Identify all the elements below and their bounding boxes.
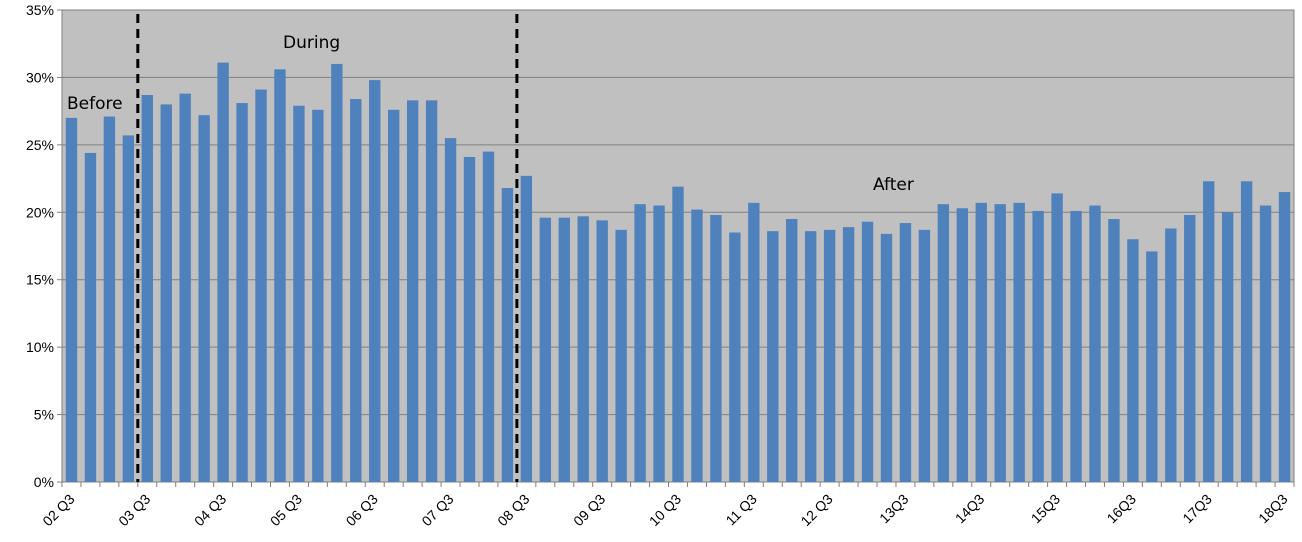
bar [369,80,381,482]
period-dividers [136,14,519,482]
bar [1146,251,1158,482]
bar [425,100,438,483]
bar [274,69,286,482]
bar [1108,219,1120,482]
bar [444,138,457,482]
x-tick-label: 03 Q3 [115,491,153,529]
bar [217,62,229,482]
x-tick-label: 18Q3 [1255,491,1291,527]
bar [634,204,646,483]
x-tick-label: 12 Q3 [797,491,835,529]
bar [653,205,665,483]
bar [388,109,400,483]
bar [406,100,419,483]
x-axis: 02 Q3 03 Q3 04 Q3 05 Q3 06 Q3 07 Q3 08 Q3 09 Q3… [39,482,1295,529]
bar [786,219,798,482]
y-tick-label: 0% [34,474,54,490]
annotation-after: After [873,175,914,195]
bar [577,216,589,482]
x-tick-label: 02 Q3 [39,491,77,529]
x-tick-label: 09 Q3 [570,491,608,529]
y-tick-label: 10% [26,339,54,355]
x-tick-label: 17Q3 [1179,491,1215,527]
bar [65,117,78,482]
bar [236,103,248,483]
bar [918,229,931,482]
bar [482,151,495,482]
x-tick-label: 06 Q3 [343,491,381,529]
x-tick-label: 15Q3 [1028,491,1064,527]
bar [956,208,968,483]
bar [748,202,760,483]
x-tick-label: 05 Q3 [267,491,305,529]
bar [1089,205,1101,483]
annotation-before: Before [67,94,123,114]
bar [255,89,267,483]
bar [1070,210,1082,483]
bar [293,105,305,483]
bar [179,93,191,483]
x-tick-label: 07 Q3 [418,491,456,529]
bar [880,233,893,482]
y-tick-label: 15% [26,272,54,288]
bar [767,231,779,482]
bar [672,186,684,483]
y-axis: 0% 5% 10% 15% 20% 25% 30% 35% [26,2,62,490]
bar [141,94,153,483]
bar [975,202,987,483]
bar [1127,239,1139,482]
bar [937,204,950,483]
bar [596,220,608,482]
bar [84,152,97,482]
bar [1203,181,1215,483]
bar [539,217,552,482]
y-tick-label: 25% [26,137,54,153]
x-tick-label: 16Q3 [1103,491,1139,527]
bar [729,232,741,482]
x-tick-label: 14Q3 [952,491,988,527]
bar [1165,228,1177,482]
bar [994,204,1006,483]
bar [1032,210,1044,483]
bar [122,135,135,482]
bar [861,221,874,482]
gridlines [62,76,1294,416]
bar [691,209,703,483]
bar [1013,202,1025,483]
bar [463,156,476,482]
bar [1278,192,1291,483]
y-tick-label: 5% [34,407,54,423]
bar [103,116,116,482]
x-tick-label: 11 Q3 [722,491,760,529]
bar [842,227,855,482]
bar [520,175,533,483]
bar [710,214,722,483]
bar [198,115,210,482]
bar [160,104,172,483]
y-tick-label: 20% [26,204,54,220]
bar [1240,181,1253,483]
bar [615,229,627,482]
bar [1051,193,1063,483]
x-tick-label: 10 Q3 [646,491,684,529]
bar [558,217,570,482]
bar [501,188,514,483]
y-tick-label: 35% [26,2,54,18]
x-tick-label: 13Q3 [876,491,912,527]
bars [65,62,1291,483]
y-tick-label: 30% [26,69,54,85]
bar [312,109,324,483]
bar [1221,212,1234,483]
annotation-during: During [283,33,340,53]
bar [1184,214,1196,483]
bar [1259,205,1272,483]
bar [804,231,817,482]
bar [899,223,912,482]
x-tick-label: 08 Q3 [494,491,532,529]
bar [823,229,836,482]
bar [331,63,343,482]
x-tick-label: 04 Q3 [191,491,229,529]
bar [350,99,362,483]
